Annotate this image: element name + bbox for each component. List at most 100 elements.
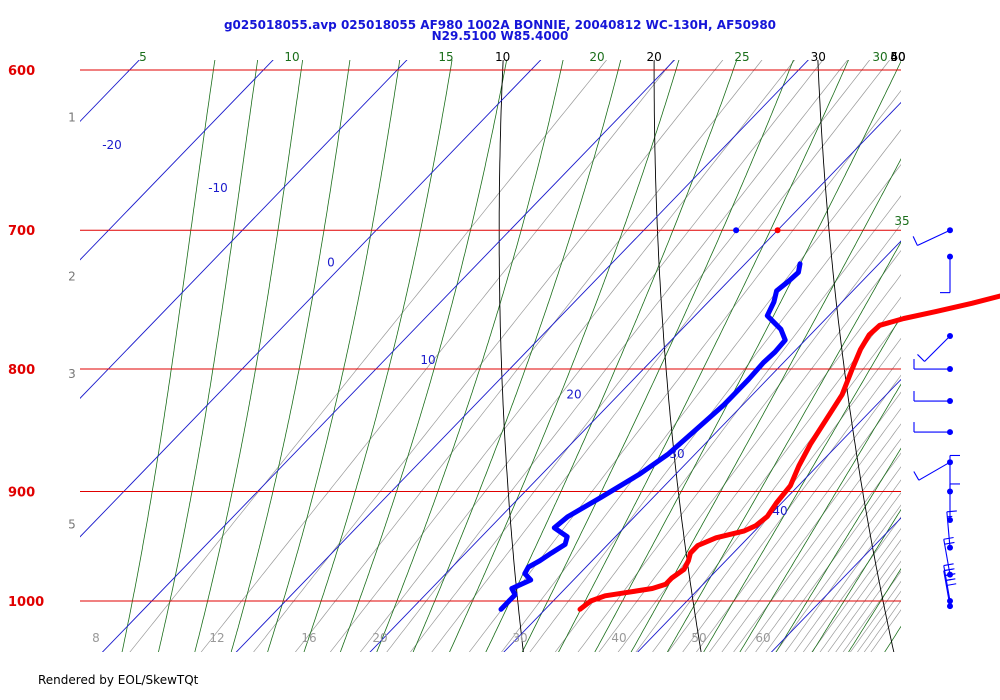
moist-adiabat (521, 60, 794, 652)
wind-barb (913, 391, 953, 405)
moist-adiabat (303, 60, 453, 652)
moist-adiabat (376, 60, 564, 652)
isobar-label: 1000 (8, 595, 44, 610)
mixing-ratio-line (755, 452, 901, 652)
mixing-ratio-label: 30 (512, 631, 527, 645)
isotherm-line (80, 60, 140, 122)
isobars (80, 69, 901, 602)
mixing-ratio-line (850, 580, 901, 652)
moist-adiabat-label: 35 (894, 214, 909, 228)
moist-adiabat-label: 15 (438, 50, 453, 64)
isobar-label: 900 (8, 485, 35, 500)
mixing-ratio-line (329, 60, 796, 652)
moist-adiabat (194, 60, 304, 652)
isotherm-line (80, 60, 542, 538)
mixing-ratio-line (819, 539, 901, 652)
isotherm-line (235, 60, 809, 652)
dry-adiabat-label: 60 (890, 50, 905, 64)
mixing-ratio-line (765, 466, 901, 652)
moist-adiabat (230, 60, 351, 652)
moist-adiabat (412, 60, 622, 652)
isotherms (0, 0, 901, 681)
wind-barb (946, 510, 957, 551)
mixing-ratio-line (652, 317, 901, 652)
moist-adiabat (158, 60, 259, 652)
mixing-ratio-line (200, 60, 674, 652)
mixing-ratio-line (721, 407, 901, 652)
dry-adiabats (498, 0, 1000, 662)
moist-adiabat (594, 60, 901, 652)
wind-barb (913, 459, 953, 481)
mixing-ratio-label: 40 (611, 631, 626, 645)
isotherm-label: 0 (327, 255, 335, 269)
mixing-ratio-line (784, 492, 901, 652)
dry-adiabat (994, 0, 1000, 662)
mixing-ratio-line (410, 60, 871, 652)
mixing-ratio-label: 12 (209, 631, 224, 645)
mixing-ratio-line (359, 60, 824, 652)
moist-adiabat (703, 315, 901, 652)
mixing-ratio-line (635, 296, 901, 652)
altitude-label: 2 (68, 270, 76, 284)
moist-adiabat (739, 383, 901, 652)
mixing-ratio-label: 20 (372, 631, 387, 645)
dry-adiabat-label: 50 (890, 50, 905, 64)
isotherm-line (637, 378, 901, 652)
isotherm-line (101, 60, 676, 652)
mixing-ratio-line (501, 129, 901, 652)
isotherm-line (80, 60, 408, 399)
moist-adiabat-label: 20 (589, 50, 604, 64)
isobar-label: 700 (8, 224, 35, 239)
mixing-ratio-line (253, 60, 724, 652)
moist-adiabat (121, 60, 216, 652)
chart-subtitle: N29.5100 W85.4000 (431, 29, 569, 43)
moist-adiabat-label: 25 (734, 50, 749, 64)
wind-barb (917, 333, 953, 362)
isotherm-label: -20 (102, 138, 122, 152)
mixing-ratio-line (775, 479, 901, 652)
dry-adiabat-label: 40 (890, 50, 905, 64)
mixing-ratio-line (577, 223, 901, 652)
isotherm-line (0, 0, 102, 681)
isotherm-line (503, 240, 901, 652)
wind-barb (913, 422, 953, 436)
wind-barb (940, 253, 953, 294)
temperature-trace (577, 293, 1000, 612)
isotherm-line (770, 517, 901, 652)
dewpoint-point (733, 227, 740, 234)
mixing-ratio-label: 8 (92, 631, 100, 645)
mixing-ratio-line (733, 423, 901, 652)
mixing-ratio-line (696, 374, 901, 652)
mixing-ratio-line (863, 600, 901, 652)
moist-adiabat (811, 508, 901, 652)
isotherm-line (369, 101, 901, 652)
mixing-ratio-line (529, 164, 901, 652)
moist-adiabat-label: 5 (139, 50, 147, 64)
moist-adiabat-label: 10 (284, 50, 299, 64)
mixing-ratio-line (431, 60, 891, 652)
sounding-traces (498, 227, 1000, 612)
wind-barb (943, 568, 957, 610)
moist-adiabat (485, 60, 738, 652)
moist-adiabat (339, 60, 508, 652)
isotherm-label: 20 (566, 388, 581, 402)
mixing-ratio-label: 60 (755, 631, 770, 645)
wind-barb (913, 359, 953, 373)
isotherm-label: 10 (420, 353, 435, 367)
isotherm-label: -10 (208, 181, 228, 195)
moist-adiabat-label: 30 (872, 50, 887, 64)
dry-adiabat (498, 60, 524, 652)
isobar-label: 600 (8, 64, 35, 79)
mixing-ratio-line (827, 550, 901, 652)
chart-title: g025018055.avp 025018055 AF980 1002A BON… (223, 18, 777, 32)
mixing-ratio-line (598, 249, 901, 652)
mixing-ratio-line (802, 516, 901, 652)
moist-adiabat (884, 625, 901, 652)
dry-adiabat-label: 10 (495, 50, 510, 64)
dewpoint-trace (498, 261, 803, 612)
mixing-ratio-line (294, 60, 763, 652)
altitude-label: 1 (68, 110, 76, 124)
moist-adiabat (848, 567, 901, 652)
mixing-ratio-line (617, 274, 901, 652)
